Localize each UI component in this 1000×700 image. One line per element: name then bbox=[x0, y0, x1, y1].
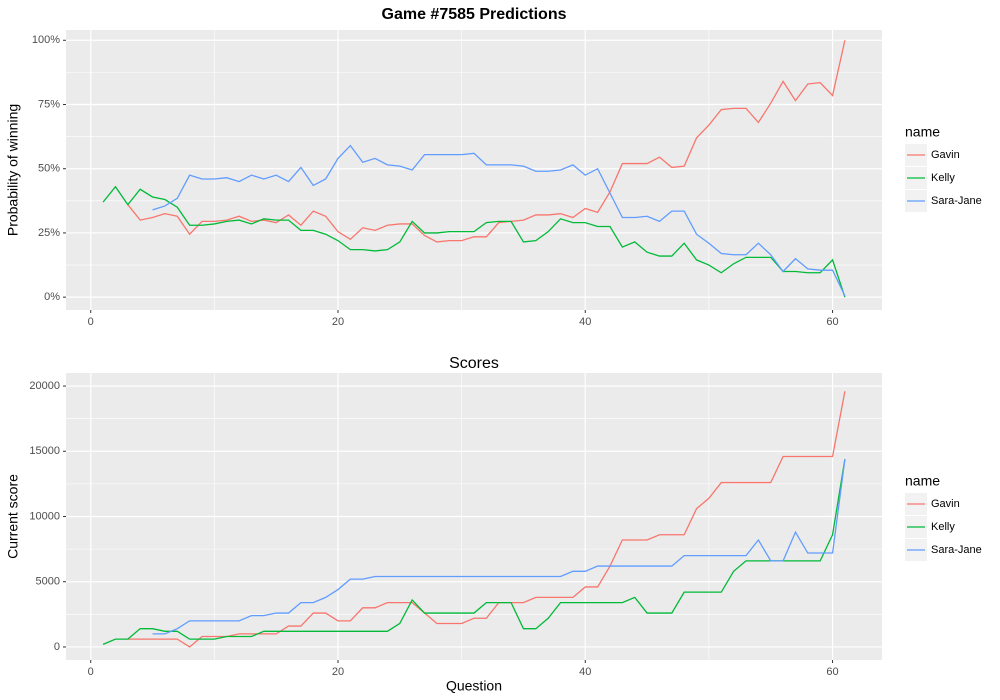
legend-label: Gavin bbox=[931, 149, 960, 161]
x-tick-label: 20 bbox=[332, 666, 344, 678]
y-axis-label: Current score bbox=[5, 474, 21, 559]
y-tick-label: 10000 bbox=[29, 510, 60, 522]
legend-label: Gavin bbox=[931, 498, 960, 510]
x-tick-label: 0 bbox=[88, 666, 94, 678]
y-tick-label: 50% bbox=[38, 163, 60, 175]
x-axis-label: Question bbox=[446, 678, 502, 694]
series-line bbox=[102, 458, 846, 645]
y-axis-label: Probability of winning bbox=[5, 104, 21, 236]
y-tick-label: 0 bbox=[54, 641, 60, 653]
legend-label: Sara-Jane bbox=[931, 544, 982, 556]
x-tick-label: 60 bbox=[826, 666, 838, 678]
x-tick-label: 60 bbox=[826, 316, 838, 328]
legend-label: Kelly bbox=[931, 521, 955, 533]
series-line bbox=[152, 459, 846, 635]
x-tick-label: 20 bbox=[332, 316, 344, 328]
y-tick-label: 100% bbox=[32, 34, 60, 46]
series-line bbox=[127, 391, 846, 648]
legend-title: name bbox=[905, 124, 940, 140]
y-tick-label: 5000 bbox=[36, 576, 60, 588]
y-tick-label: 20000 bbox=[29, 380, 60, 392]
legend-title: name bbox=[905, 473, 940, 489]
legend-label: Sara-Jane bbox=[931, 195, 982, 207]
chart-title: Game #7585 Predictions bbox=[382, 6, 567, 23]
x-tick-label: 0 bbox=[88, 316, 94, 328]
series-line bbox=[127, 40, 846, 243]
legend-label: Kelly bbox=[931, 172, 955, 184]
y-tick-label: 15000 bbox=[29, 445, 60, 457]
plot-background bbox=[66, 30, 882, 310]
series-line bbox=[102, 185, 846, 298]
y-tick-label: 75% bbox=[38, 98, 60, 110]
chart-title: Scores bbox=[449, 355, 499, 372]
series-line bbox=[152, 144, 846, 297]
x-tick-label: 40 bbox=[579, 666, 591, 678]
y-tick-label: 0% bbox=[44, 291, 60, 303]
y-tick-label: 25% bbox=[38, 227, 60, 239]
x-tick-label: 40 bbox=[579, 316, 591, 328]
